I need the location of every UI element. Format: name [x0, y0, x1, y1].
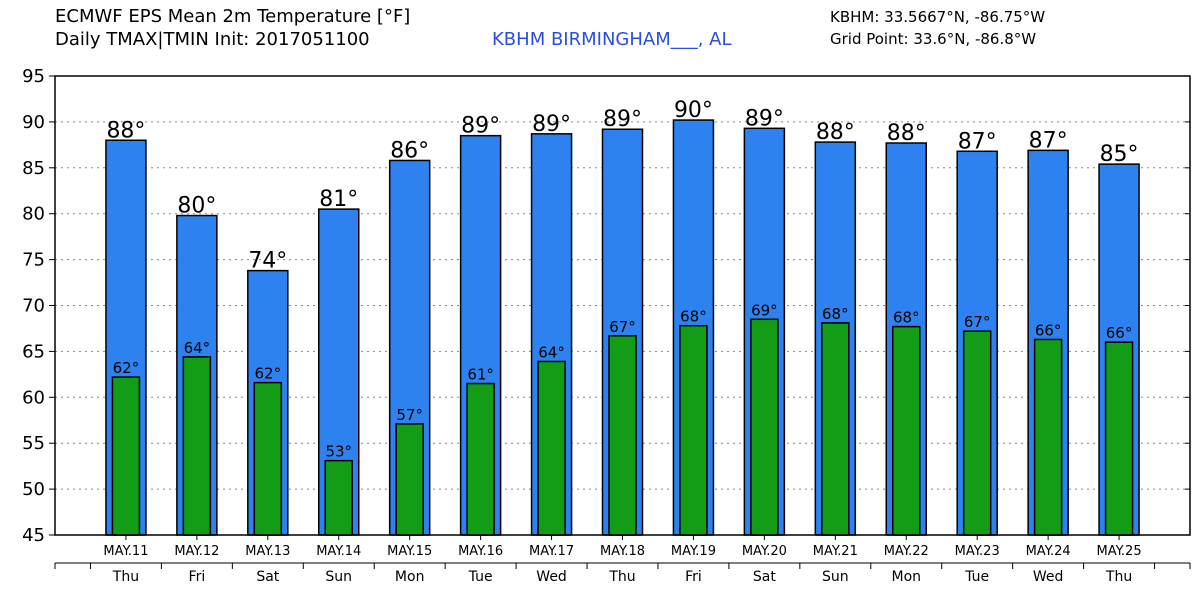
x-day-label: Sun [325, 569, 352, 585]
grid-point-coordinates: Grid Point: 33.6°N, -86.8°W [830, 30, 1037, 48]
y-tick-label: 50 [22, 479, 45, 500]
x-day-label: Fri [189, 569, 206, 585]
tmin-bar [537, 360, 566, 536]
labels-layer: 88° 62° 80° 64° 74° 62° 81° 53° 86° 57° 89° 61° 89° 6… [106, 98, 1138, 461]
tmin-bar [892, 325, 921, 536]
tmin-bar [253, 381, 283, 536]
tmin-label: 53° [325, 443, 352, 461]
tmin-label: 57° [396, 406, 423, 424]
y-tick-label: 60 [22, 387, 45, 408]
x-date-label: MAY.24 [1026, 544, 1071, 559]
tmax-label: 87° [1029, 128, 1068, 153]
y-tick-label: 45 [22, 525, 45, 546]
tmin-bar [111, 376, 141, 536]
tmin-bar [750, 318, 779, 536]
tmax-label: 88° [887, 121, 926, 146]
x-day-label: Mon [891, 569, 921, 585]
tmax-label: 90° [674, 98, 713, 123]
tmin-bar [679, 324, 708, 536]
x-day-label: Sun [822, 569, 849, 585]
x-date-label: MAY.21 [813, 544, 858, 559]
tmax-label: 89° [461, 114, 500, 139]
tmin-label: 64° [184, 339, 211, 357]
tmax-label: 87° [958, 129, 997, 154]
x-date-label: MAY.13 [245, 544, 290, 559]
x-date-label: MAY.12 [174, 544, 219, 559]
x-day-label: Mon [395, 569, 425, 585]
x-date-label: MAY.20 [742, 544, 787, 559]
tmin-bar [608, 335, 637, 536]
tmax-label: 85° [1100, 142, 1139, 167]
y-tick-label: 55 [22, 433, 45, 454]
bars-layer [105, 119, 1140, 536]
x-date-label: MAY.22 [884, 544, 929, 559]
x-date-label: MAY.16 [458, 544, 503, 559]
tmin-label: 67° [964, 313, 991, 331]
x-date-label: MAY.11 [103, 544, 148, 559]
x-day-label: Thu [1105, 569, 1132, 585]
x-day-label: Thu [112, 569, 139, 585]
tmin-bar [1033, 338, 1063, 536]
x-day-label: Tue [964, 569, 989, 585]
tmin-bar [182, 356, 212, 536]
x-date-label: MAY.19 [671, 544, 716, 559]
tmin-label: 64° [538, 343, 565, 361]
tmin-label: 67° [609, 318, 636, 336]
chart-title: ECMWF EPS Mean 2m Temperature [°F] [55, 6, 411, 27]
x-date-label: MAY.17 [529, 544, 574, 559]
y-tick-label: 70 [22, 296, 45, 317]
x-day-label: Sat [753, 569, 776, 585]
tmin-label: 68° [822, 305, 849, 323]
tmax-label: 81° [319, 187, 358, 212]
tmax-label: 89° [532, 112, 571, 137]
y-tick-label: 85 [22, 158, 45, 179]
tmin-label: 66° [1106, 324, 1133, 342]
y-tick-label: 65 [22, 341, 45, 362]
x-date-label: MAY.23 [955, 544, 1000, 559]
tmax-label: 89° [603, 107, 642, 132]
station-coordinates: KBHM: 33.5667°N, -86.75°W [830, 8, 1046, 26]
tmin-label: 68° [680, 308, 707, 326]
x-day-label: Thu [608, 569, 635, 585]
tmin-bar [466, 382, 495, 536]
tmax-label: 86° [390, 138, 429, 163]
chart-subtitle: Daily TMAX|TMIN Init: 2017051100 [55, 29, 370, 50]
tmin-label: 61° [467, 366, 494, 384]
x-day-label: Wed [1033, 569, 1064, 585]
x-day-label: Tue [468, 569, 493, 585]
x-date-label: MAY.25 [1097, 544, 1142, 559]
tmax-label: 88° [816, 120, 855, 145]
y-tick-label: 75 [22, 250, 45, 271]
tmax-label: 88° [106, 118, 145, 143]
tmin-bar [962, 330, 992, 536]
tmin-label: 69° [751, 301, 778, 319]
x-day-label: Sat [256, 569, 279, 585]
tmax-label: 80° [177, 194, 216, 219]
tmax-label: 74° [248, 249, 287, 274]
tmin-label: 66° [1035, 321, 1062, 339]
tmin-label: 62° [255, 365, 282, 383]
station-name: KBHM BIRMINGHAM___, AL [492, 29, 732, 50]
x-date-label: MAY.18 [600, 544, 645, 559]
tmin-label: 68° [893, 309, 920, 327]
tmin-bar [1104, 341, 1134, 536]
x-day-label: Wed [536, 569, 567, 585]
x-date-label: MAY.14 [316, 544, 361, 559]
tmin-bar [821, 322, 850, 536]
y-tick-label: 90 [22, 112, 45, 133]
tmin-label: 62° [113, 359, 140, 377]
y-tick-label: 95 [22, 66, 45, 87]
x-date-label: MAY.15 [387, 544, 432, 559]
tmax-label: 89° [745, 106, 784, 131]
tmin-bar [324, 459, 353, 536]
tmin-bar [395, 423, 424, 536]
axes-layer: 45 50 55 60 65 70 75 80 85 90 95 MAY.11 Thu MAY.12 Fri… [22, 66, 1191, 585]
x-day-label: Fri [685, 569, 702, 585]
y-tick-label: 80 [22, 204, 45, 225]
